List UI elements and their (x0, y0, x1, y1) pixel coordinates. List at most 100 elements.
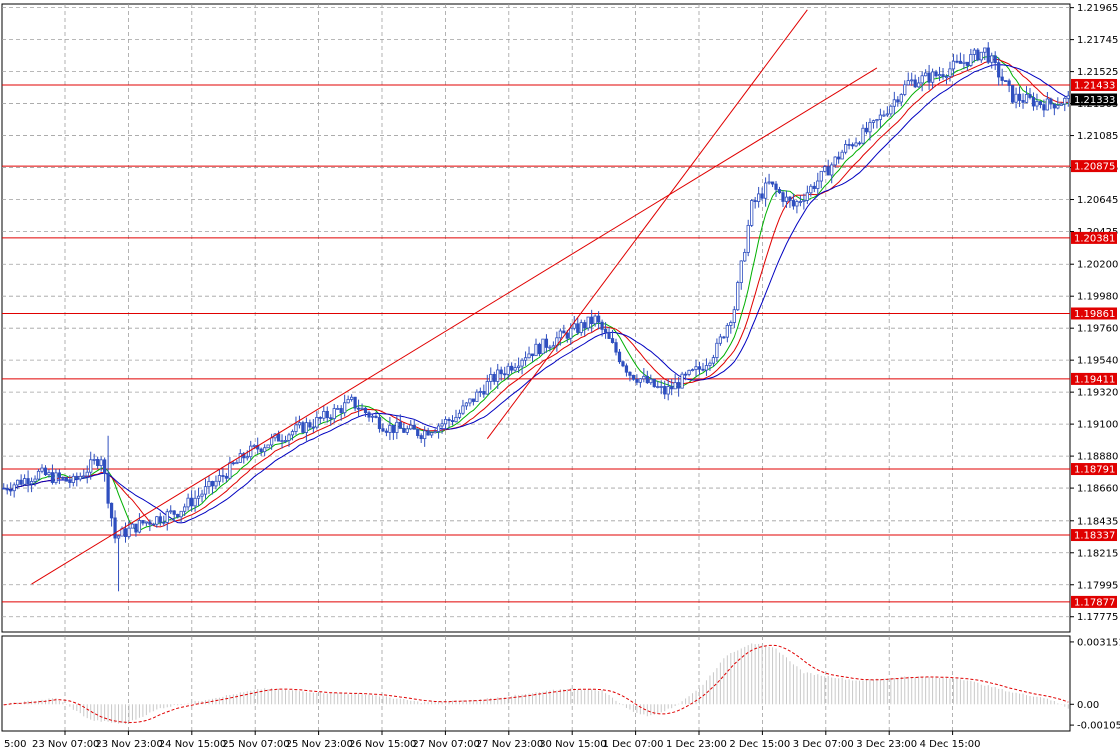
candle (440, 419, 444, 434)
candle-body (405, 428, 409, 433)
candle (461, 399, 465, 416)
candle-body (541, 338, 545, 355)
candle (617, 348, 622, 364)
candle (430, 431, 434, 438)
candle (597, 311, 601, 330)
candle-body (238, 453, 242, 463)
candle-body (603, 329, 608, 333)
candle (666, 378, 670, 401)
candle-body (579, 322, 583, 333)
candle-body (718, 336, 722, 344)
candle (1063, 95, 1067, 112)
candle-body (1042, 104, 1046, 111)
candle-body (666, 386, 670, 395)
candle-body (711, 357, 716, 364)
candle-body (899, 94, 903, 103)
candle (997, 57, 1001, 86)
candle-body (395, 421, 399, 433)
candle-body (47, 472, 51, 476)
candle-body (878, 114, 883, 120)
candle-body (628, 371, 632, 376)
candle (370, 414, 375, 423)
level-price-box (1071, 529, 1117, 542)
candle (722, 335, 726, 339)
candle (36, 468, 41, 481)
candle-body (1056, 105, 1060, 109)
candle (426, 427, 430, 436)
price-tick-label: 1.19980 (1077, 292, 1118, 303)
candle-body (680, 373, 684, 389)
candle-body (412, 424, 416, 430)
candle-body (763, 182, 768, 199)
candle-body (19, 479, 23, 485)
candle (447, 417, 451, 428)
candle (927, 64, 931, 90)
candle-body (565, 332, 569, 339)
candle (659, 380, 663, 395)
candle-body (677, 382, 681, 389)
candle-body (416, 428, 420, 436)
candle (485, 374, 489, 395)
candle (172, 510, 176, 523)
candle (43, 465, 48, 477)
candle-body (652, 378, 656, 388)
candle-body (489, 374, 493, 382)
candle (930, 68, 935, 90)
candle-body (409, 424, 413, 430)
candle-body (983, 47, 987, 53)
candle (409, 420, 413, 431)
candle (391, 424, 395, 440)
candle-body (729, 322, 733, 326)
candle (96, 456, 100, 469)
candle-body (958, 60, 963, 64)
candle-body (75, 475, 79, 480)
osc-tick-label: -0.001052 (1077, 721, 1120, 732)
candle (903, 80, 907, 97)
price-tick-label: 1.18880 (1077, 452, 1118, 463)
candle-body (704, 365, 709, 371)
candle-body (308, 422, 312, 428)
candle (433, 428, 437, 434)
candle (558, 328, 562, 346)
candle (280, 434, 284, 449)
candle (878, 108, 883, 128)
candle-body (144, 521, 148, 524)
candle-body (760, 193, 764, 199)
candle-body (746, 224, 750, 253)
candle (471, 398, 475, 406)
candle (857, 141, 862, 146)
level-price-label: 1.21433 (1074, 80, 1115, 91)
candle (847, 138, 851, 150)
candle (478, 387, 482, 397)
signal-line (3, 644, 1069, 724)
candle (221, 467, 225, 483)
candle (537, 342, 542, 357)
candle (743, 248, 747, 262)
candle-body (367, 412, 371, 418)
candle (527, 346, 531, 359)
candle-body (906, 80, 910, 86)
candle (343, 394, 347, 417)
candle-body (868, 122, 872, 133)
candle (976, 48, 980, 62)
candle-body (436, 425, 441, 432)
candle (40, 464, 44, 474)
level-price-label: 1.20381 (1074, 233, 1115, 244)
candle (9, 482, 13, 496)
candle-body (89, 459, 93, 473)
candle-body (962, 61, 966, 64)
candle-body (336, 408, 340, 410)
price-tick-label: 1.17775 (1077, 612, 1118, 623)
candle-body (910, 79, 914, 82)
candle-body (631, 374, 636, 380)
candle-body (781, 192, 785, 202)
candle-body (743, 252, 747, 262)
candle (503, 366, 507, 380)
candle-body (99, 459, 103, 466)
candle-body (294, 424, 298, 432)
candle-body (513, 367, 517, 371)
candle-body (433, 431, 437, 434)
candle-body (871, 120, 876, 123)
candle (457, 409, 462, 420)
current-price-label: 1.21333 (1074, 95, 1115, 106)
